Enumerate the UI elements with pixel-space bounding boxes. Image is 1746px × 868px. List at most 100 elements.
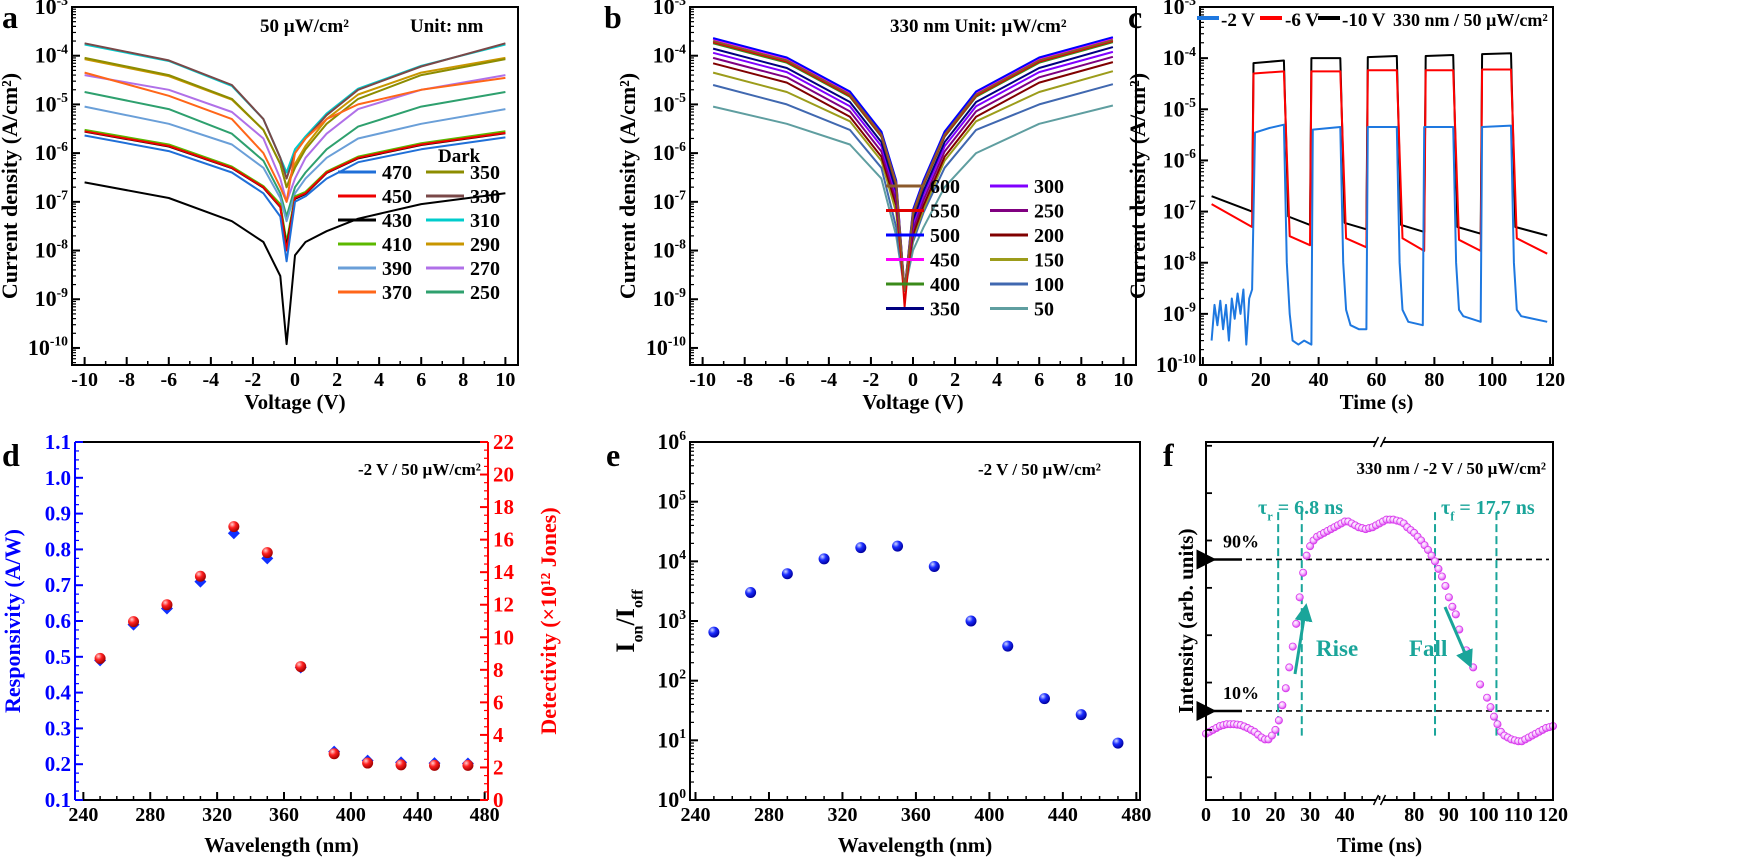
y-tick-label: 0.1 [45, 788, 71, 812]
rise-label: Rise [1316, 636, 1358, 661]
y2-tick-label: 4 [493, 723, 504, 747]
detectivity-point [228, 521, 240, 533]
x-tick-label: 30 [1300, 804, 1320, 826]
legend-label: 100 [1034, 274, 1064, 296]
detectivity-point [462, 759, 474, 771]
y2-tick-label: 2 [493, 755, 504, 779]
intensity-point [1493, 720, 1502, 729]
text-part: 10 [35, 43, 57, 68]
y-tick-label: 10-9 [35, 285, 69, 311]
text-part: 3 [679, 607, 686, 622]
legend-label: 200 [1034, 225, 1064, 247]
detectivity-point [161, 599, 173, 611]
y-tick-label: 10-4 [35, 41, 69, 67]
text-part: = 17.7 ns [1454, 497, 1535, 519]
text-part: -3 [1185, 0, 1197, 8]
intensity-point [1451, 610, 1460, 619]
y-tick-label: 10-10 [646, 334, 686, 360]
legend-label: 310 [470, 210, 500, 232]
x-tick-label: 80 [1404, 804, 1424, 826]
text-part: 10 [657, 608, 679, 633]
panel-b: -10 -8 -6 -4 -2 0 2 4 6 8 1010-1010-910-810-710-61… [604, 0, 1137, 414]
x-axis-title: Voltage (V) [862, 390, 963, 414]
x-tick-label: 0 [1201, 804, 1211, 826]
y-tick-label: 0.4 [45, 681, 72, 705]
x-tick-label: 6 [416, 369, 426, 391]
text-part: off [629, 589, 646, 608]
on-off-ratio-point [1112, 737, 1124, 749]
x-tick-label: 360 [901, 804, 931, 826]
y2-tick-label: 6 [493, 690, 504, 714]
legend-item: 250 [990, 201, 1064, 223]
y-axis-title: Ion/Ioff [611, 589, 646, 653]
legend-item: 270 [426, 258, 500, 280]
annotation: 330 nm / 50 µW/cm² [1393, 10, 1548, 30]
x-tick-label: 10 [1113, 369, 1133, 391]
detectivity-point [128, 616, 140, 628]
on-off-ratio-point [892, 540, 904, 552]
text-part: 10 [657, 489, 679, 514]
level-label: 10% [1223, 683, 1259, 703]
y-tick-label: 10-3 [653, 0, 687, 19]
y-axis-title: Intensity (arb. units) [1174, 529, 1198, 714]
text-part: 10 [1163, 250, 1185, 275]
text-part: -9 [675, 285, 687, 300]
legend-item: 100 [990, 274, 1064, 296]
legend-label: 390 [382, 258, 412, 280]
legend-item: 500 [886, 225, 960, 247]
intensity-point [1490, 712, 1499, 721]
x-tick-label: 8 [1076, 369, 1086, 391]
x-tick-label: 440 [1048, 804, 1078, 826]
legend-item: 200 [990, 225, 1064, 247]
panel-c: 0 20 40 60 80 100 12010-1010-910-810-710-610-5… [1125, 0, 1565, 414]
x-tick-label: 0 [290, 369, 300, 391]
x-tick-label: 110 [1504, 804, 1533, 826]
panel-f: 0 10 20 30 40 80 90 100 110 120 f Time (ns) Intensit… [1163, 436, 1568, 857]
text-part: -3 [675, 0, 687, 8]
annotation: Unit: nm [410, 16, 484, 37]
legend-label: 450 [930, 250, 960, 272]
rise-arrow-icon [1293, 603, 1313, 675]
y-tick-label: 0.2 [45, 752, 71, 776]
series-line-390 [84, 105, 506, 223]
text-part: = 6.8 ns [1273, 497, 1344, 519]
legend-label: 250 [470, 282, 500, 304]
legend-label: 470 [382, 162, 412, 184]
x-tick-label: -6 [778, 369, 795, 391]
y-tick-label: 10-4 [1163, 44, 1197, 70]
text-part: 10 [35, 0, 57, 19]
x-tick-label: 8 [458, 369, 468, 391]
y-tick-label: 100 [657, 786, 686, 812]
legend-label: 350 [930, 299, 960, 321]
x-tick-label: 100 [1477, 369, 1507, 391]
series-line--2v [1210, 123, 1548, 346]
legend-label: 290 [470, 234, 500, 256]
y-tick-label: 10-5 [1163, 95, 1197, 121]
y2-tick-label: 8 [493, 658, 504, 682]
legend-label: -6 V [1285, 10, 1319, 31]
x-tick-label: 0 [1198, 369, 1208, 391]
text-part: 10 [35, 286, 57, 311]
y2-tick-label: 20 [493, 463, 514, 487]
legend-item: 450 [886, 250, 960, 272]
detectivity-point [261, 547, 273, 559]
text-part: 10 [1163, 45, 1185, 70]
x-tick-label: 6 [1034, 369, 1044, 391]
y-tick-label: 10-4 [653, 41, 687, 67]
x-tick-label: -10 [689, 369, 716, 391]
text-part: 10 [35, 140, 57, 165]
dark-curve-label: Dark [438, 146, 481, 167]
text-part: 10 [657, 548, 679, 573]
legend-item: 390 [338, 258, 412, 280]
intensity-point [1476, 680, 1485, 689]
on-off-ratio-point [1038, 693, 1050, 705]
x-tick-label: 90 [1439, 804, 1459, 826]
text-part: 10 [653, 91, 675, 116]
intensity-point [1285, 663, 1294, 672]
text-part: 10 [35, 91, 57, 116]
on-off-ratio-point [818, 553, 830, 565]
text-part: 10 [646, 335, 668, 360]
text-part: -5 [1185, 95, 1197, 110]
legend-label: 150 [1034, 250, 1064, 272]
text-part: 10 [653, 0, 675, 19]
